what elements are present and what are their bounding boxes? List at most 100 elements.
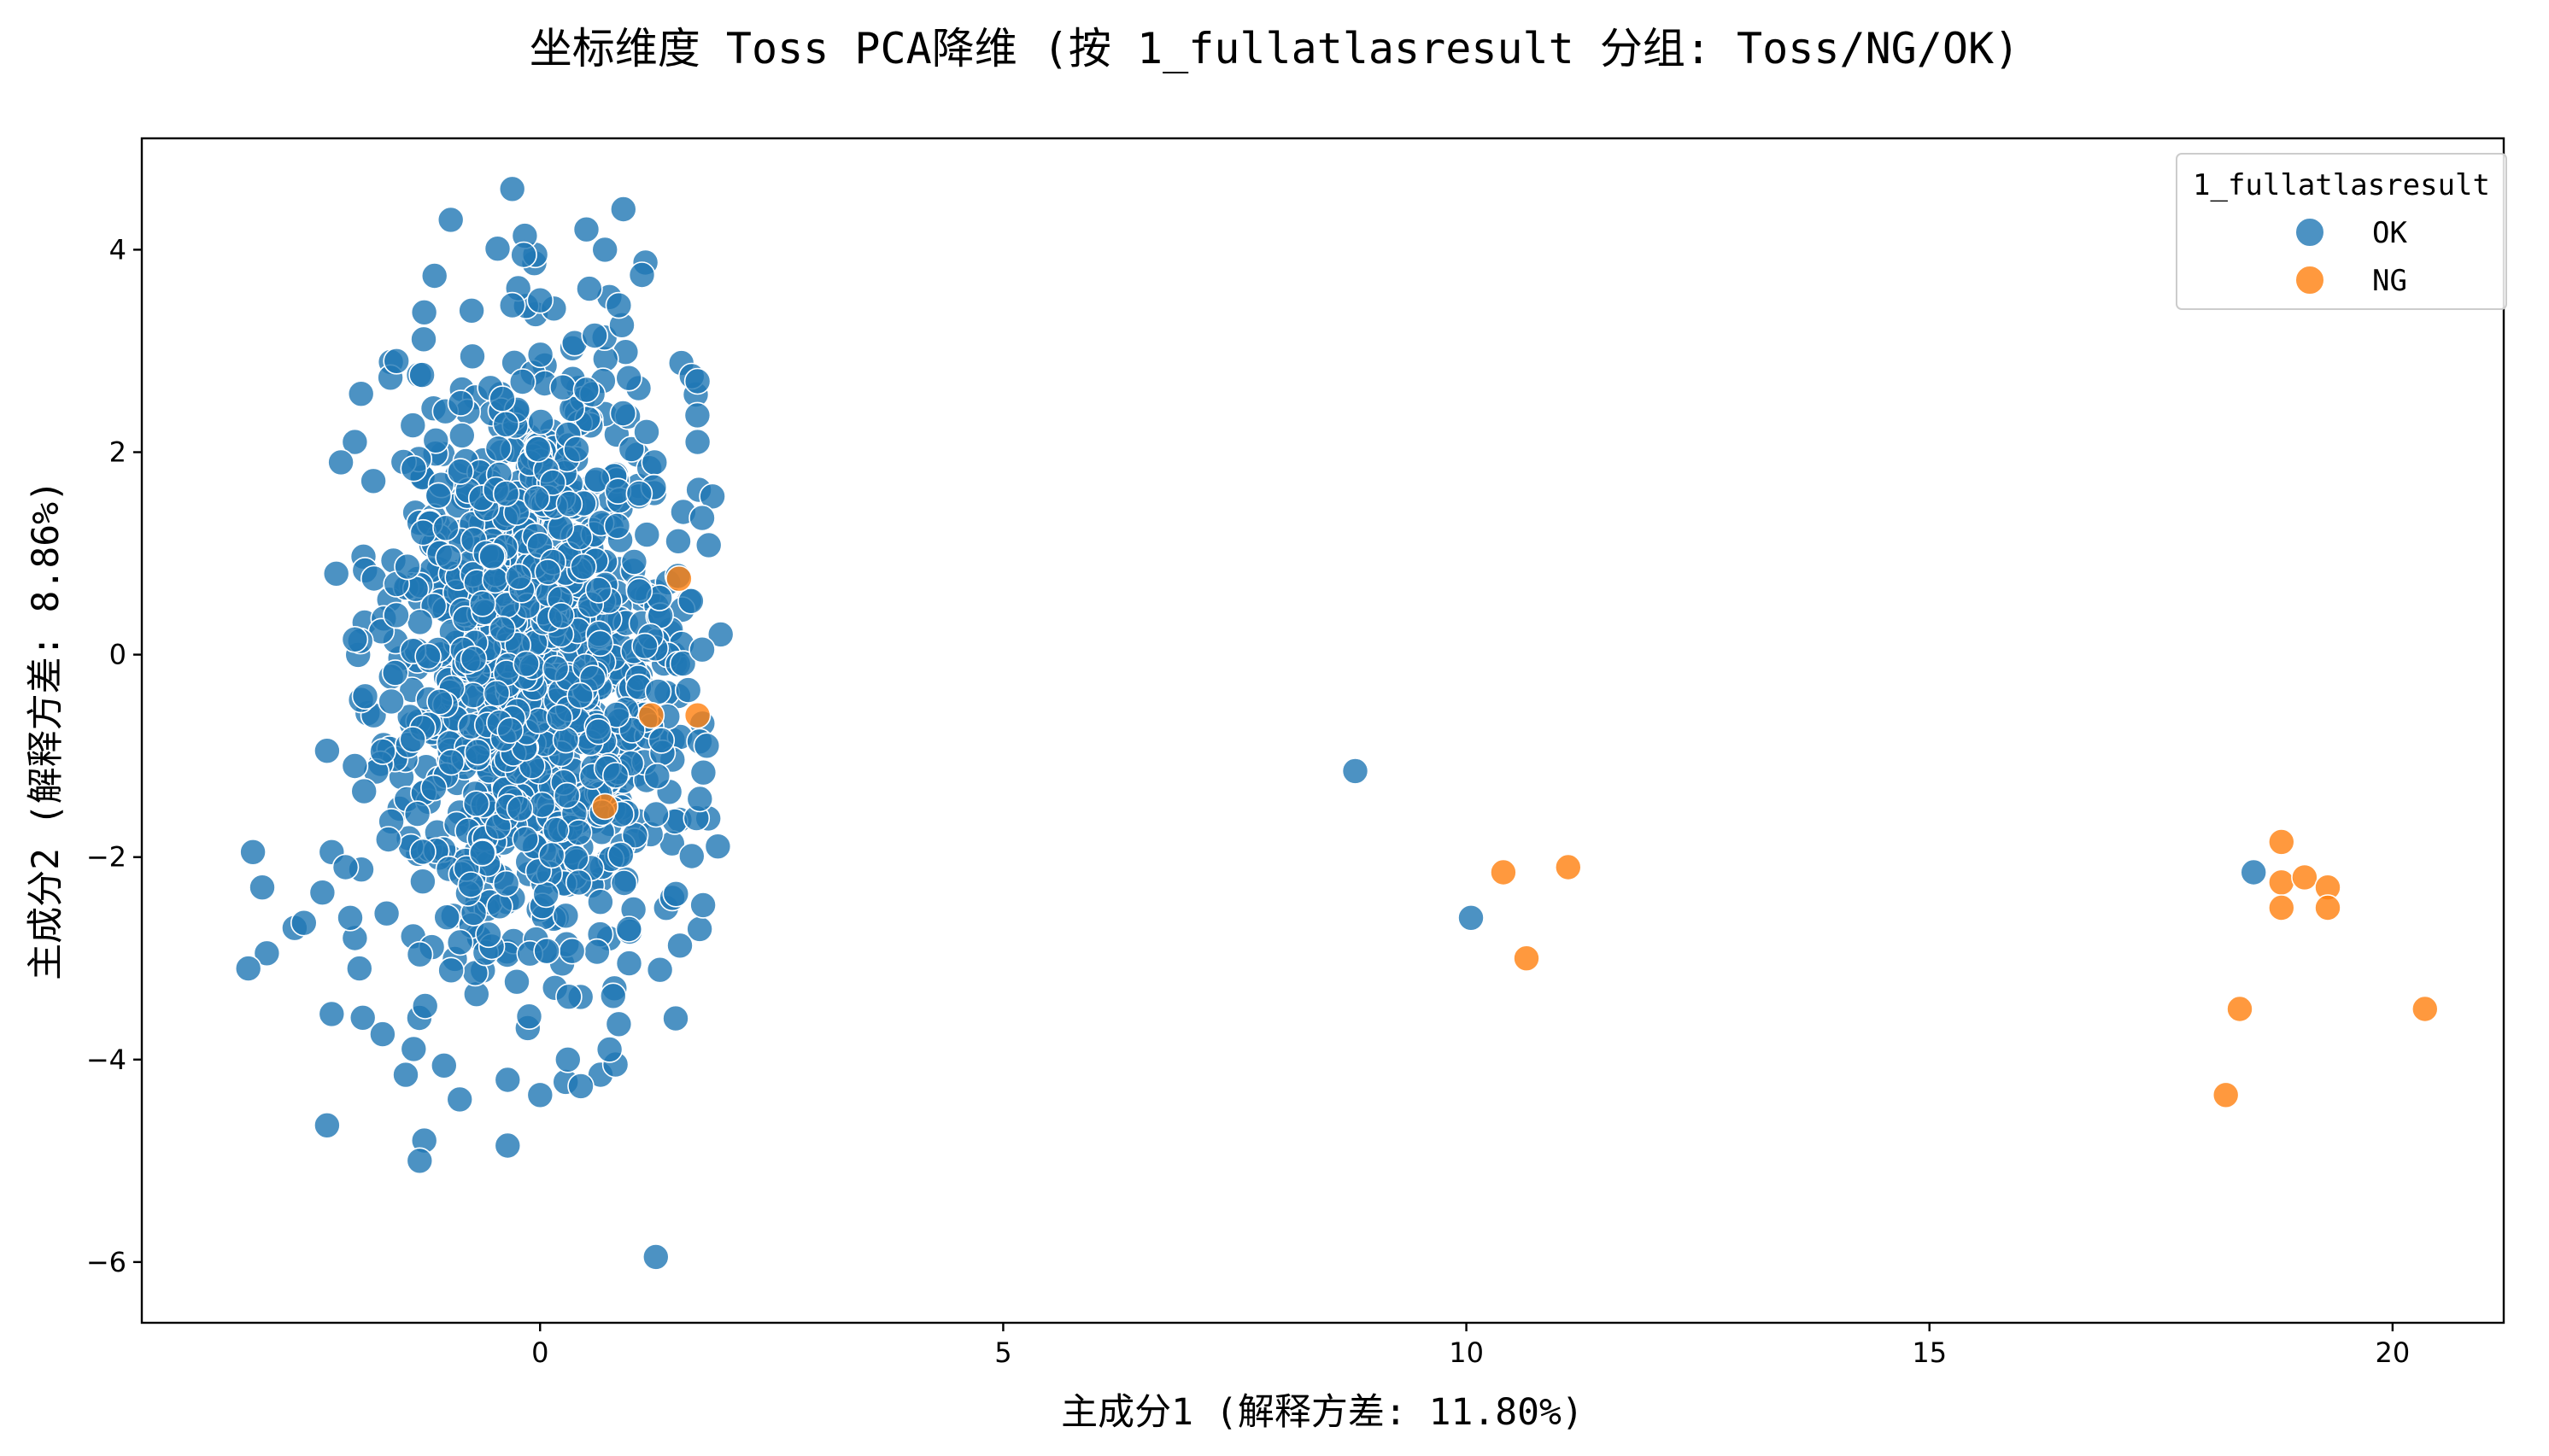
data-point-ok <box>508 368 536 395</box>
data-point-ok <box>527 408 555 436</box>
data-point-ok <box>552 902 580 930</box>
data-point-ok <box>677 587 705 615</box>
data-point-ok <box>394 553 421 581</box>
data-point-ok <box>383 347 411 375</box>
data-point-ok <box>492 410 520 438</box>
data-point-ng <box>665 564 693 593</box>
data-point-ok <box>489 385 516 412</box>
data-point-ok <box>374 826 402 853</box>
legend-entry-ng: NG <box>2372 264 2407 298</box>
data-point-ok <box>457 871 485 898</box>
data-point-ok <box>633 521 661 548</box>
data-point-ok <box>641 448 669 477</box>
data-point-ng <box>1513 944 1540 972</box>
x-tick-label: 0 <box>531 1336 548 1369</box>
data-point-ok <box>595 1036 624 1063</box>
data-point-ok <box>586 629 614 658</box>
data-point-ok <box>628 261 656 289</box>
data-point-ok <box>584 717 612 746</box>
data-point-ok <box>411 992 439 1020</box>
data-point-ok <box>234 955 262 982</box>
data-point-ok <box>489 615 516 643</box>
data-point-ok <box>601 762 630 789</box>
data-point-ok <box>399 726 427 753</box>
data-point-ok <box>437 206 465 234</box>
plot-area <box>234 175 2439 1271</box>
data-point-ok <box>620 548 648 576</box>
data-point-ok <box>403 800 431 827</box>
data-point-ok <box>381 659 409 687</box>
data-point-ok <box>378 687 405 716</box>
data-point-ok <box>532 880 560 909</box>
data-point-ok <box>498 291 526 319</box>
data-point-ok <box>562 845 589 872</box>
data-point-ok <box>422 426 450 454</box>
data-point-ok <box>318 1000 346 1028</box>
data-point-ok <box>572 376 601 404</box>
data-point-ok <box>409 518 437 547</box>
data-point-ok <box>406 608 434 636</box>
data-point-ok <box>625 577 653 605</box>
data-point-ok <box>498 175 526 203</box>
data-point-ok <box>609 400 637 427</box>
data-point-ok <box>683 367 712 395</box>
data-point-ok <box>430 1052 458 1079</box>
data-point-ok <box>408 361 436 389</box>
data-point-ok <box>554 1046 582 1073</box>
data-point-ok <box>665 527 692 555</box>
data-point-ok <box>400 454 428 482</box>
data-point-ok <box>360 564 388 593</box>
y-tick-label: 2 <box>109 436 126 468</box>
data-point-ok <box>249 874 276 901</box>
data-point-ok <box>512 825 540 853</box>
data-point-ok <box>313 737 341 765</box>
data-point-ok <box>572 215 601 243</box>
data-point-ok <box>290 909 318 937</box>
data-point-ok <box>510 241 537 269</box>
data-point-ok <box>602 701 630 728</box>
data-point-ok <box>399 412 427 439</box>
data-point-ok <box>694 531 723 559</box>
legend-entry-ok: OK <box>2372 216 2407 250</box>
data-point-ok <box>686 785 714 813</box>
y-tick-label: −4 <box>86 1044 126 1076</box>
data-point-ok <box>515 1003 543 1030</box>
data-point-ok <box>486 892 513 921</box>
data-point-ok <box>648 727 676 754</box>
data-point-ok <box>609 196 637 223</box>
data-point-ok <box>426 687 454 716</box>
data-point-ok <box>462 790 490 818</box>
data-point-ok <box>327 448 355 477</box>
data-point-ok <box>506 795 534 822</box>
data-point-ok <box>677 842 706 870</box>
data-point-ok <box>583 938 611 966</box>
data-point-ok <box>341 428 369 456</box>
legend: 1_fullatlasresult OK NG <box>2176 153 2507 310</box>
data-point-ng <box>637 701 665 729</box>
data-point-ok <box>446 1085 474 1114</box>
data-point-ok <box>383 601 410 629</box>
data-point-ok <box>542 654 570 682</box>
data-point-ok <box>610 869 638 897</box>
data-point-ok <box>552 726 580 754</box>
data-point-ok <box>433 903 461 931</box>
data-point-ok <box>349 1004 377 1032</box>
data-point-ng <box>2268 868 2295 897</box>
data-point-ok <box>555 983 583 1010</box>
data-point-ok <box>646 956 674 984</box>
data-point-ok <box>400 1035 428 1063</box>
data-point-ok <box>693 732 721 760</box>
data-point-ok <box>662 880 690 908</box>
data-point-ok <box>642 800 670 828</box>
data-point-ok <box>406 940 434 968</box>
x-tick-label: 5 <box>994 1336 1011 1369</box>
data-point-ok <box>483 235 512 263</box>
data-point-ok <box>615 915 643 943</box>
data-point-ok <box>523 484 551 512</box>
data-point-ng <box>2291 863 2318 892</box>
data-point-ok <box>483 679 511 707</box>
data-point-ok <box>392 1061 419 1089</box>
data-point-ok <box>581 322 609 349</box>
data-point-ok <box>689 758 718 786</box>
data-point-ok <box>369 1020 396 1048</box>
